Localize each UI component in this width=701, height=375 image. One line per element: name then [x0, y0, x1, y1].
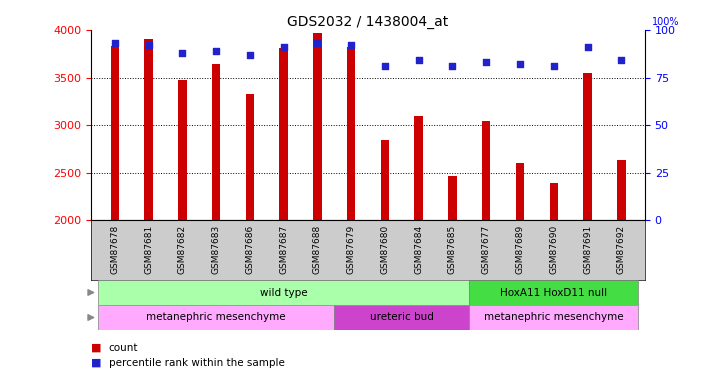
- Bar: [313, 33, 322, 220]
- Text: metanephric mesenchyme: metanephric mesenchyme: [484, 312, 624, 322]
- Text: ureteric bud: ureteric bud: [370, 312, 434, 322]
- Bar: [178, 81, 186, 220]
- Bar: [448, 176, 456, 220]
- Bar: [98, 305, 334, 330]
- Point: [582, 44, 593, 50]
- Bar: [347, 47, 355, 220]
- Text: metanephric mesenchyme: metanephric mesenchyme: [147, 312, 286, 322]
- Bar: [470, 280, 638, 305]
- Text: GSM87689: GSM87689: [515, 225, 524, 274]
- Text: count: count: [109, 343, 138, 352]
- Bar: [334, 305, 470, 330]
- Text: 100%: 100%: [652, 17, 679, 27]
- Point: [615, 57, 627, 63]
- Text: wild type: wild type: [260, 288, 308, 297]
- Text: GSM87684: GSM87684: [414, 225, 423, 274]
- Text: GSM87679: GSM87679: [346, 225, 355, 274]
- Bar: [617, 159, 625, 220]
- Text: GSM87685: GSM87685: [448, 225, 457, 274]
- Title: GDS2032 / 1438004_at: GDS2032 / 1438004_at: [287, 15, 449, 29]
- Bar: [482, 122, 491, 220]
- Text: GSM87692: GSM87692: [617, 225, 626, 274]
- Text: GSM87680: GSM87680: [381, 225, 390, 274]
- Bar: [381, 141, 389, 220]
- Bar: [245, 94, 254, 220]
- Point: [447, 63, 458, 69]
- Bar: [111, 46, 119, 220]
- Bar: [212, 64, 220, 220]
- Bar: [98, 280, 470, 305]
- Point: [379, 63, 390, 69]
- Point: [244, 52, 255, 58]
- Point: [177, 50, 188, 56]
- Point: [109, 40, 121, 46]
- Bar: [583, 73, 592, 220]
- Point: [143, 42, 154, 48]
- Text: GSM87678: GSM87678: [110, 225, 119, 274]
- Point: [548, 63, 559, 69]
- Text: ■: ■: [91, 358, 102, 368]
- Text: GSM87686: GSM87686: [245, 225, 254, 274]
- Bar: [144, 39, 153, 220]
- Text: HoxA11 HoxD11 null: HoxA11 HoxD11 null: [501, 288, 607, 297]
- Text: GSM87677: GSM87677: [482, 225, 491, 274]
- Bar: [414, 116, 423, 220]
- Point: [515, 61, 526, 67]
- Bar: [516, 164, 524, 220]
- Text: percentile rank within the sample: percentile rank within the sample: [109, 358, 285, 368]
- Text: GSM87690: GSM87690: [550, 225, 558, 274]
- Text: GSM87687: GSM87687: [279, 225, 288, 274]
- Bar: [280, 48, 288, 220]
- Point: [210, 48, 222, 54]
- Text: ■: ■: [91, 343, 102, 352]
- Point: [346, 42, 357, 48]
- Text: GSM87688: GSM87688: [313, 225, 322, 274]
- Point: [481, 59, 492, 65]
- Text: GSM87691: GSM87691: [583, 225, 592, 274]
- Point: [312, 40, 323, 46]
- Point: [413, 57, 424, 63]
- Text: GSM87682: GSM87682: [178, 225, 186, 274]
- Bar: [550, 183, 558, 220]
- Text: GSM87683: GSM87683: [212, 225, 221, 274]
- Point: [278, 44, 290, 50]
- Bar: [470, 305, 638, 330]
- Text: GSM87681: GSM87681: [144, 225, 153, 274]
